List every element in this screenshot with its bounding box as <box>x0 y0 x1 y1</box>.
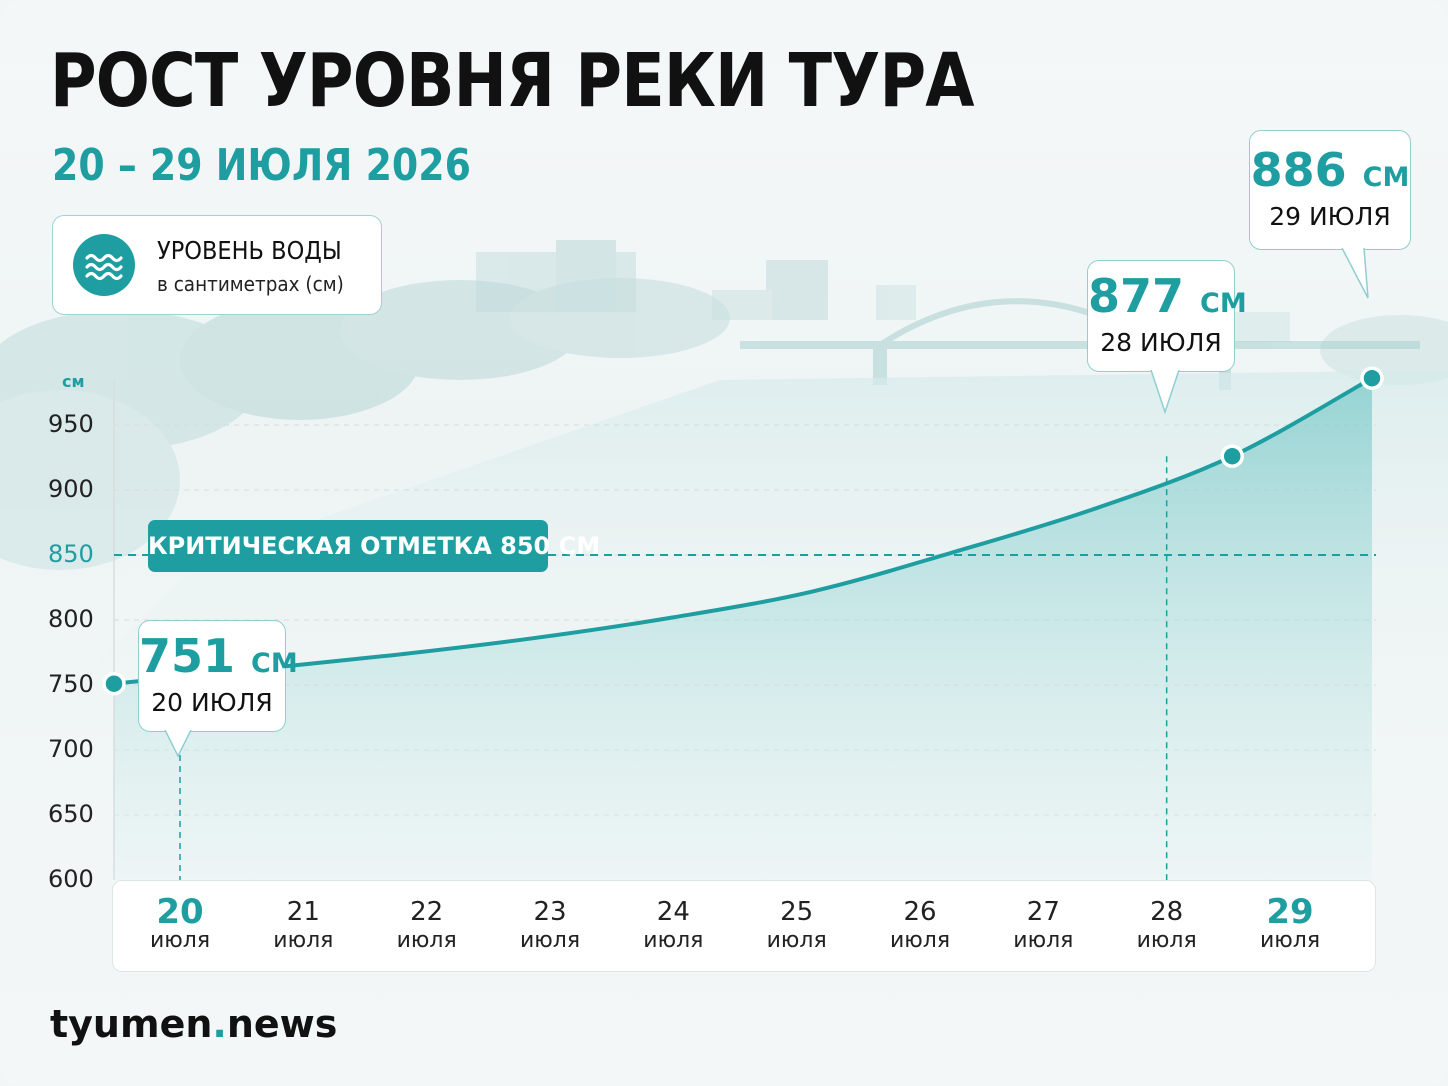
x-tick-day: 27 <box>1026 897 1060 927</box>
x-tick-label: 27 июля <box>988 896 1098 954</box>
x-tick-day: 24 <box>656 897 690 927</box>
x-tick-label: 26 июля <box>865 896 975 954</box>
y-axis-unit: см <box>62 372 85 391</box>
y-tick-label: 750 <box>48 670 94 698</box>
x-tick-label: 25 июля <box>742 896 852 954</box>
callout-28-unit: СМ <box>1200 288 1247 319</box>
x-tick-label: 21 июля <box>248 896 358 954</box>
x-tick-day: 22 <box>410 897 444 927</box>
x-tick-label: 22 июля <box>372 896 482 954</box>
data-point <box>1360 366 1384 390</box>
data-point <box>1220 444 1244 468</box>
callout-29-unit: СМ <box>1362 162 1410 193</box>
x-tick-day: 23 <box>533 897 567 927</box>
x-tick-label: 24 июля <box>618 896 728 954</box>
x-tick-day: 28 <box>1150 897 1184 927</box>
x-tick-month: июля <box>1136 928 1197 953</box>
x-tick-label: 28 июля <box>1112 896 1222 954</box>
callout-start: 751 СМ 20 ИЮЛЯ <box>138 620 298 732</box>
callout-29-date: 29 ИЮЛЯ <box>1269 202 1391 231</box>
x-tick-day: 29 <box>1266 892 1314 932</box>
x-tick-month: июля <box>149 928 211 953</box>
series-area <box>114 378 1372 880</box>
legend-subtitle: в сантиметрах (см) <box>157 272 344 296</box>
x-axis-panel <box>112 880 1376 972</box>
x-tick-month: июля <box>643 928 704 953</box>
critical-level-label: КРИТИЧЕСКАЯ ОТМЕТКА 850 СМ <box>148 520 600 572</box>
brand-logo: tyumen.news <box>50 1002 337 1046</box>
x-tick-label: 23 июля <box>495 896 605 954</box>
brand-name: tyumen <box>50 1002 213 1046</box>
brand-domain: news <box>226 1002 338 1046</box>
x-tick-day: 25 <box>780 897 814 927</box>
callout-start-date: 20 ИЮЛЯ <box>151 688 273 717</box>
y-tick-label: 800 <box>48 605 94 633</box>
sky-fade <box>0 0 1448 230</box>
x-tick-day: 21 <box>286 897 320 927</box>
y-tick-label: 900 <box>48 475 94 503</box>
callout-29: 886 СМ 29 ИЮЛЯ <box>1249 130 1411 250</box>
buildings <box>476 240 1290 342</box>
y-tick-label: 650 <box>48 800 94 828</box>
x-tick-month: июля <box>889 928 951 953</box>
callout-28-value: 877 <box>1088 269 1185 323</box>
callout-start-pointer <box>164 730 192 758</box>
page-subtitle: 20 – 29 ИЮЛЯ 2026 <box>52 140 471 191</box>
callout-start-unit: СМ <box>251 648 298 679</box>
callout-28-date: 28 ИЮЛЯ <box>1100 328 1222 357</box>
series-line <box>112 376 1374 686</box>
legend-card: УРОВЕНЬ ВОДЫ в сантиметрах (см) <box>52 215 382 315</box>
x-tick-month: июля <box>396 928 457 953</box>
x-tick-label: 29 июля <box>1235 892 1345 954</box>
x-tick-day: 26 <box>903 897 937 927</box>
x-tick-month: июля <box>519 928 581 953</box>
y-tick-label: 600 <box>48 865 94 893</box>
callout-start-value: 751 <box>139 629 236 683</box>
trees <box>0 278 1448 570</box>
callout-28: 877 СМ 28 ИЮЛЯ <box>1087 260 1247 372</box>
callout-28-pointer <box>1150 370 1180 414</box>
x-tick-month: июля <box>766 928 827 953</box>
x-tick-month: июля <box>1013 928 1074 953</box>
callout-29-pointer <box>1341 248 1369 299</box>
legend-title: УРОВЕНЬ ВОДЫ <box>157 236 342 265</box>
brand-dot: . <box>212 1002 227 1046</box>
water-waves-icon <box>73 234 135 296</box>
y-tick-label: 850 <box>48 540 94 568</box>
callout-29-value: 886 <box>1250 143 1347 197</box>
data-point <box>102 671 126 696</box>
y-tick-label: 950 <box>48 410 94 438</box>
x-tick-month: июля <box>273 928 334 953</box>
page-title: РОСТ УРОВНЯ РЕКИ ТУРА <box>50 38 974 124</box>
x-tick-label: 20 июля <box>125 892 235 954</box>
x-tick-day: 20 <box>156 892 204 932</box>
x-tick-month: июля <box>1259 928 1321 953</box>
y-tick-label: 700 <box>48 735 94 763</box>
